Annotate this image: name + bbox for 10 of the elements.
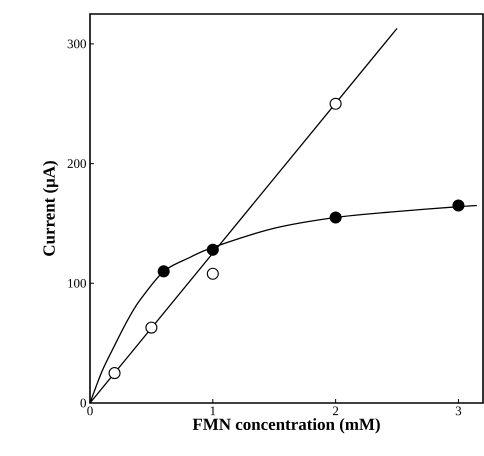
y-tick-label: 0 xyxy=(80,398,86,408)
y-tick-label: 300 xyxy=(68,40,86,48)
y-tick-label: 200 xyxy=(68,159,86,168)
x-axis-title: FMN concentration (mM) xyxy=(192,418,380,434)
x-tick-label: 3 xyxy=(456,406,462,416)
x-tick-label: 1 xyxy=(210,406,216,416)
y-axis-title: Current (μA) xyxy=(42,161,58,256)
x-tick-label: 2 xyxy=(332,406,338,416)
x-tick-label: 0 xyxy=(87,406,93,416)
y-tick-label: 100 xyxy=(68,278,86,288)
